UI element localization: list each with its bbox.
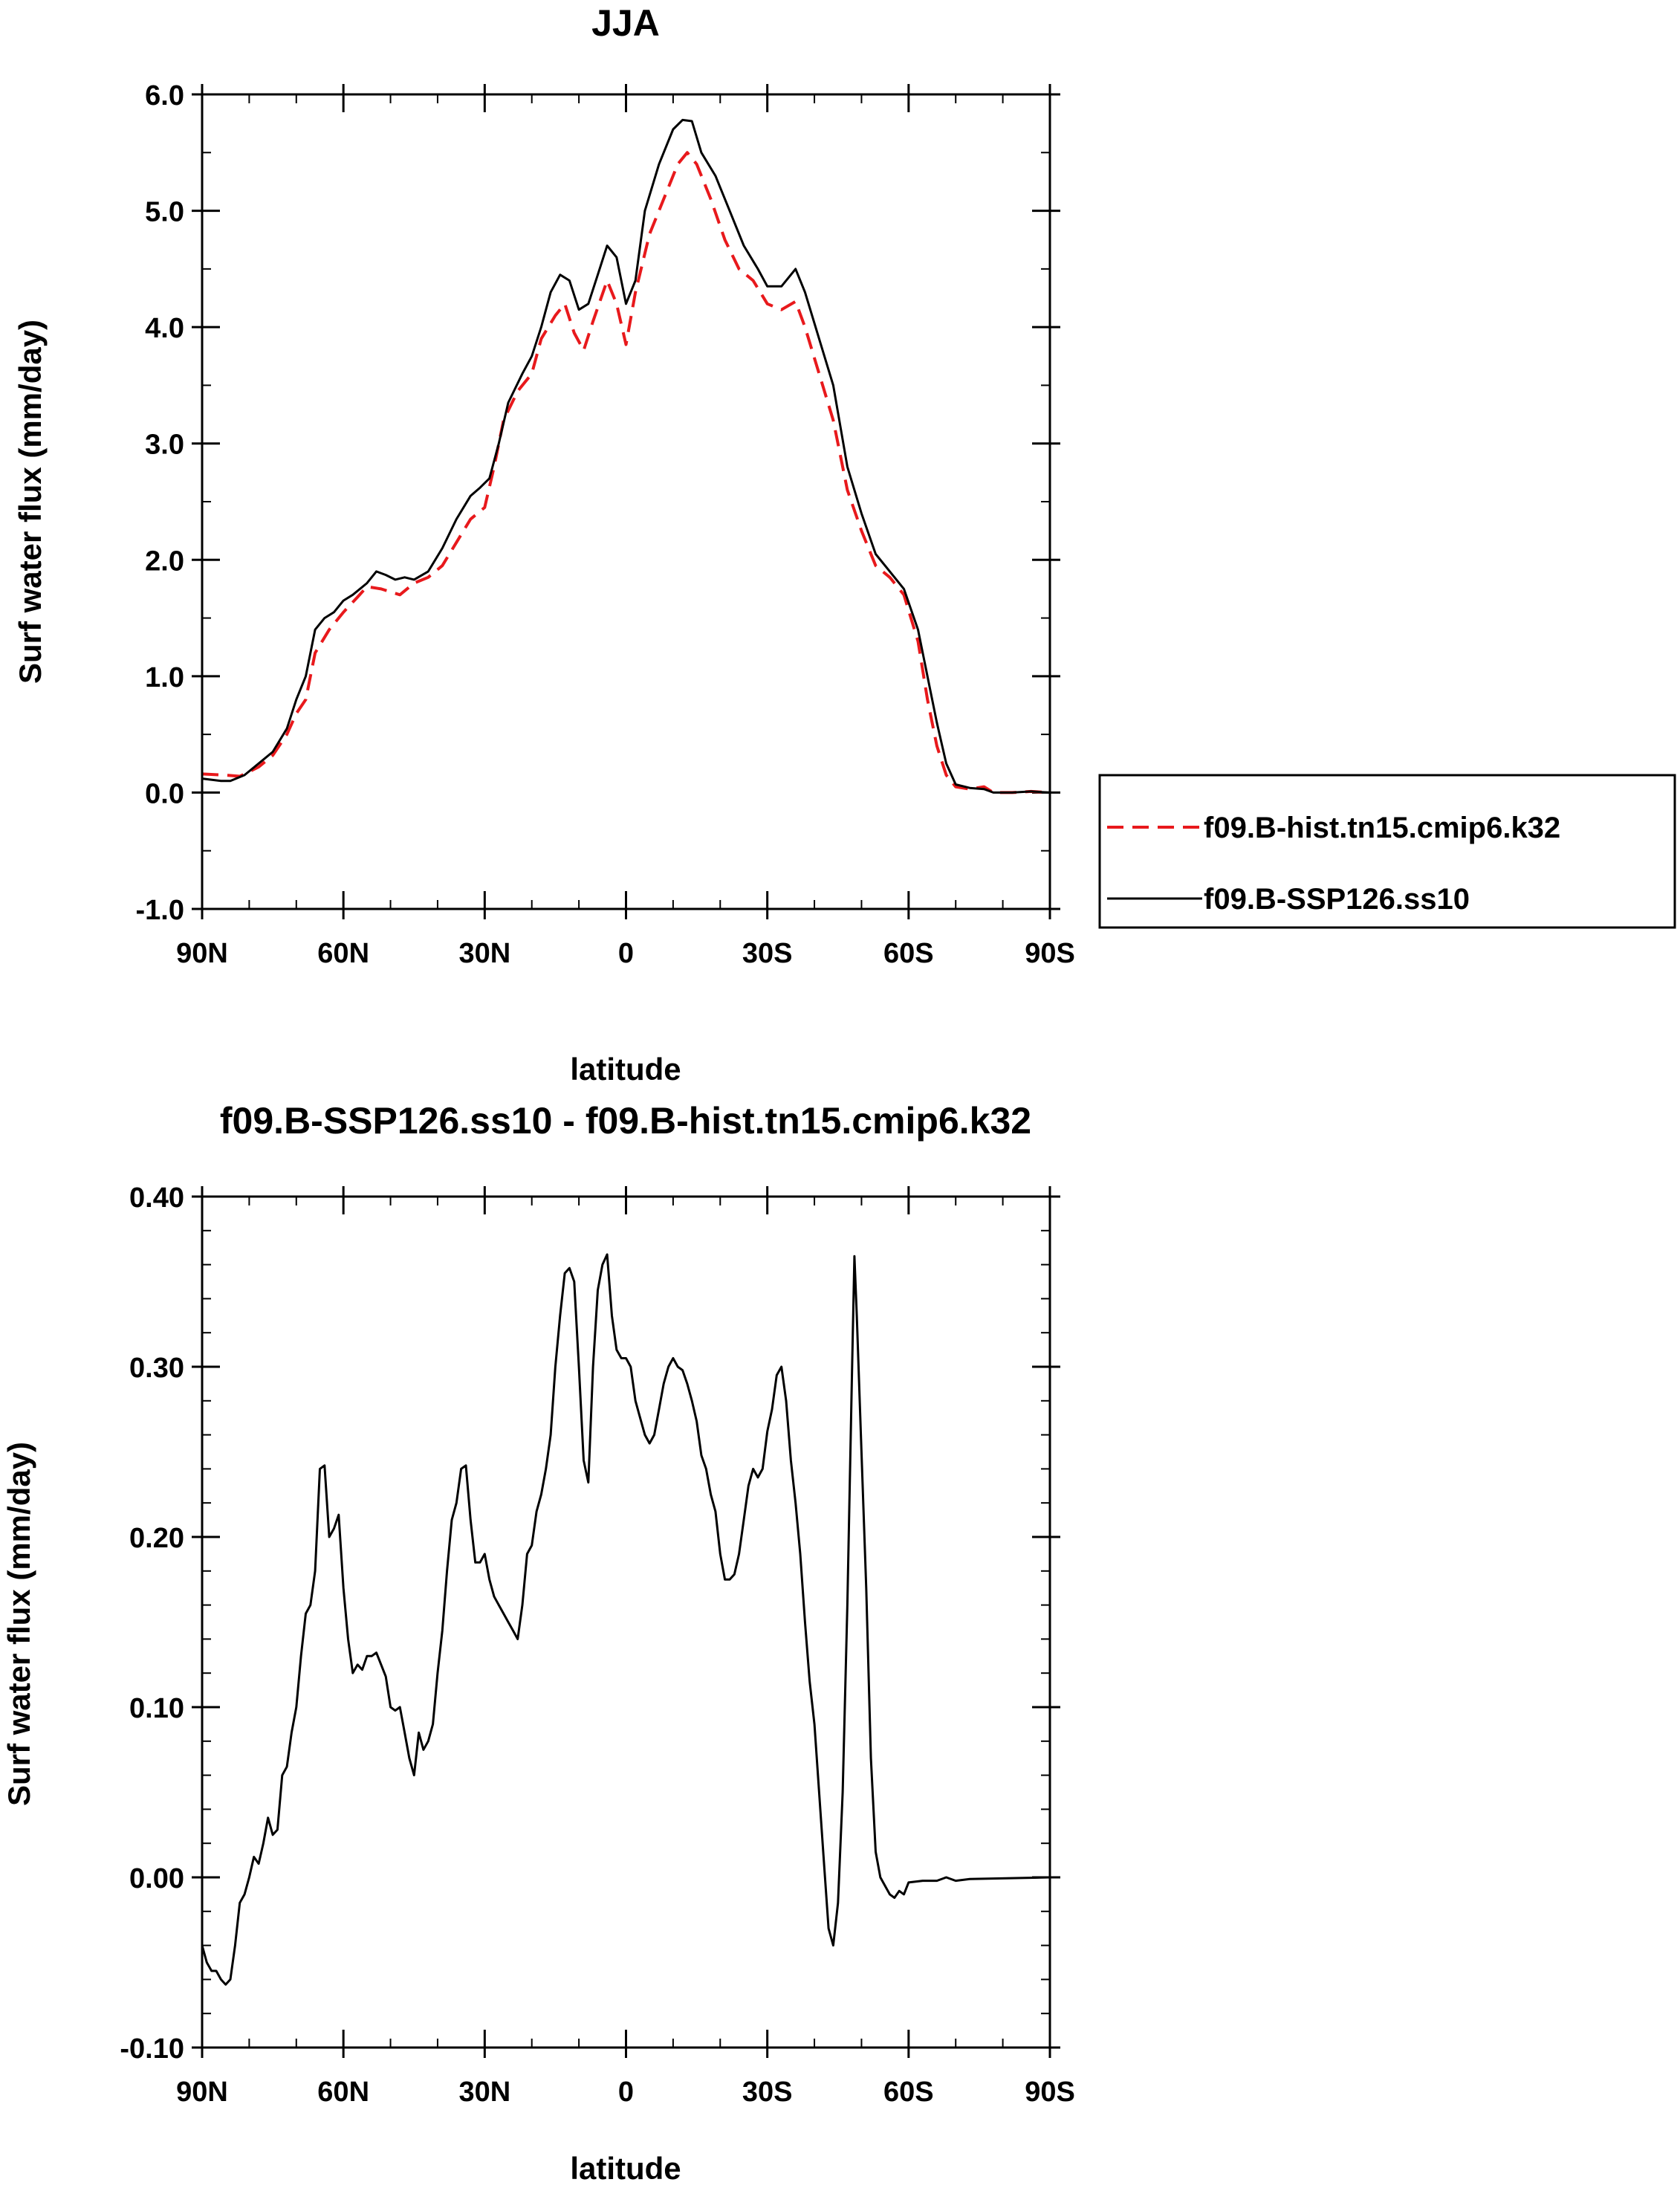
- bottom-series-lines: [201, 1253, 1051, 1986]
- x-tick-label: 60N: [317, 938, 369, 969]
- series-line-ssp: [201, 118, 1051, 794]
- x-tick-label: 30N: [458, 2077, 510, 2108]
- y-tick-label: 0.10: [129, 1693, 184, 1724]
- top-plot-frame: [201, 93, 1051, 910]
- x-tick-label: 30S: [742, 938, 793, 969]
- x-tick-label: 90S: [1025, 938, 1075, 969]
- bottom-chart-title: f09.B-SSP126.ss10 - f09.B-hist.tn15.cmip…: [220, 1100, 1031, 1142]
- y-tick-label: 3.0: [145, 430, 184, 461]
- top-x-tick-labels: 90N 60N 30N 0 30S 60S 90S: [176, 938, 1075, 969]
- x-tick-label: 60S: [883, 938, 934, 969]
- y-tick-label: 4.0: [145, 313, 184, 344]
- y-tick-label: 6.0: [145, 80, 184, 111]
- y-tick-label: 0.20: [129, 1523, 184, 1554]
- y-tick-label: -1.0: [136, 895, 184, 926]
- x-tick-label: 90N: [176, 938, 228, 969]
- y-tick-label: 1.0: [145, 662, 184, 693]
- x-tick-label: 60S: [883, 2077, 934, 2108]
- bottom-plot-frame: [201, 1195, 1051, 2049]
- x-tick-label: 60N: [317, 2077, 369, 2108]
- bottom-x-axis-label: latitude: [570, 2151, 681, 2186]
- x-tick-label: 30S: [742, 2077, 793, 2108]
- bottom-panel: f09.B-SSP126.ss10 - f09.B-hist.tn15.cmip…: [1, 1100, 1075, 2186]
- top-chart-title: JJA: [591, 2, 660, 44]
- bottom-y-axis-label: Surf water flux (mm/day): [1, 1442, 36, 1806]
- top-y-tick-labels: -1.0 0.0 1.0 2.0 3.0 4.0 5.0 6.0: [136, 80, 184, 926]
- y-tick-label: 0.0: [145, 778, 184, 809]
- top-panel: JJA 90N 60N 30N 0 30S 60S 90S -1.0 0.0 1.0 2.0 3.0…: [13, 2, 1676, 1087]
- series-line-hist: [201, 151, 1051, 794]
- bottom-x-tick-labels: 90N 60N 30N 0 30S 60S 90S: [176, 2077, 1075, 2108]
- y-tick-label: 0.30: [129, 1353, 184, 1384]
- top-series-lines: [201, 118, 1051, 794]
- legend-hist-label: f09.B-hist.tn15.cmip6.k32: [1204, 812, 1560, 844]
- bottom-y-tick-labels: -0.10 0.00 0.10 0.20 0.30 0.40: [120, 1182, 184, 2065]
- legend-ssp-label: f09.B-SSP126.ss10: [1204, 883, 1470, 916]
- top-y-axis-label: Surf water flux (mm/day): [13, 320, 48, 684]
- x-tick-label: 30N: [458, 938, 510, 969]
- series-line-difference: [201, 1253, 1051, 1986]
- y-tick-label: 0.40: [129, 1182, 184, 1214]
- top-x-axis-label: latitude: [570, 1052, 681, 1087]
- legend-box: [1098, 774, 1676, 929]
- legend: f09.B-hist.tn15.cmip6.k32 f09.B-SSP126.s…: [1098, 774, 1676, 929]
- y-tick-label: -0.10: [120, 2033, 184, 2065]
- y-tick-label: 0.00: [129, 1863, 184, 1894]
- x-tick-label: 0: [618, 2077, 634, 2108]
- y-tick-label: 2.0: [145, 546, 184, 577]
- x-tick-label: 0: [618, 938, 634, 969]
- y-tick-label: 5.0: [145, 197, 184, 228]
- x-tick-label: 90N: [176, 2077, 228, 2108]
- x-tick-label: 90S: [1025, 2077, 1075, 2108]
